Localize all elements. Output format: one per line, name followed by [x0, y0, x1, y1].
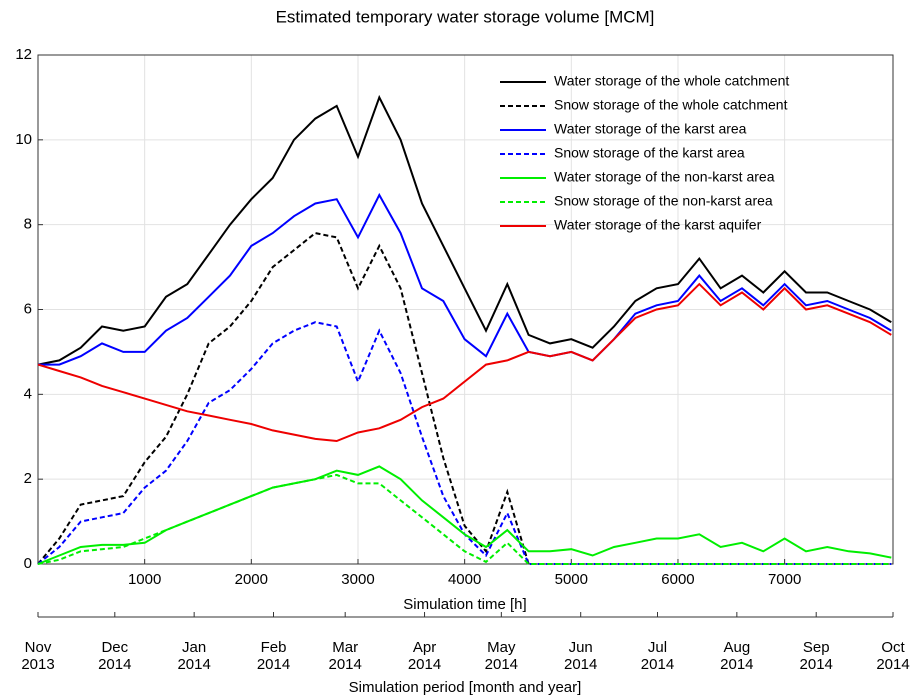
- y-tick-label: 12: [15, 46, 32, 63]
- y-tick-label: 2: [24, 470, 32, 487]
- x2-axis-label: Simulation period [month and year]: [349, 679, 582, 696]
- x2-tick-label: Oct 2014: [876, 639, 910, 673]
- plot-frame: [37, 54, 894, 565]
- x-tick-label: 7000: [768, 571, 801, 588]
- legend-label: Water storage of the karst aquifer: [554, 217, 762, 233]
- legend-label: Water storage of the karst area: [554, 121, 747, 137]
- legend-label: Water storage of the non-karst area: [554, 169, 775, 185]
- x-tick-label: 6000: [661, 571, 694, 588]
- x-tick-label: 1000: [128, 571, 161, 588]
- legend-label: Snow storage of the karst area: [554, 145, 745, 161]
- x2-tick-label: Jan 2014: [177, 639, 211, 673]
- series-line: [37, 473, 892, 565]
- legend-label: Snow storage of the whole catchment: [554, 97, 788, 113]
- x-tick-label: 2000: [235, 571, 268, 588]
- series-line: [38, 192, 892, 366]
- x-tick-label: 4000: [448, 571, 481, 588]
- x2-tick-label: Jun 2014: [564, 639, 598, 673]
- x2-tick-label: Feb 2014: [256, 639, 291, 673]
- y-tick-label: 0: [24, 555, 32, 572]
- x-tick-label: 3000: [341, 571, 374, 588]
- x-tick-label: 5000: [555, 571, 588, 588]
- y-tick-label: 4: [24, 385, 32, 402]
- x2-tick-label: Dec 2014: [98, 639, 132, 673]
- y-tick-label: 8: [24, 216, 32, 233]
- legend-label: Snow storage of the non-karst area: [554, 193, 773, 209]
- x2-tick-label: May 2014: [484, 639, 519, 673]
- x2-tick-label: Aug 2014: [720, 639, 754, 673]
- y-tick-label: 10: [15, 131, 32, 148]
- x2-tick-label: Mar 2014: [328, 639, 362, 673]
- legend-label: Water storage of the whole catchment: [554, 73, 789, 89]
- chart-title: Estimated temporary water storage volume…: [276, 7, 655, 26]
- y-tick-label: 6: [24, 300, 32, 317]
- x2-tick-label: Sep 2014: [799, 639, 833, 673]
- x-axis-label: Simulation time [h]: [403, 596, 526, 613]
- plot-area: [37, 54, 894, 565]
- x2-tick-label: Nov 2013: [21, 639, 55, 673]
- series-line: [37, 282, 892, 443]
- series-line: [37, 94, 892, 366]
- x2-tick-label: Jul 2014: [640, 639, 675, 673]
- x2-tick-label: Apr 2014: [407, 639, 442, 673]
